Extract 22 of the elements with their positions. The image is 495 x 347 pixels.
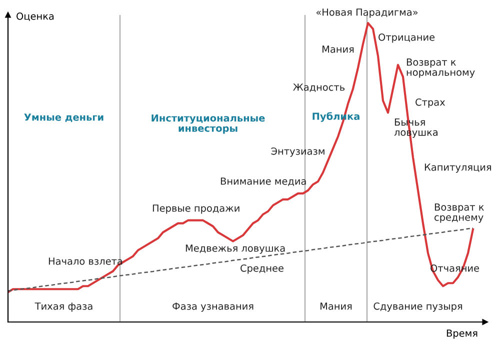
y-axis-title: Оценка (16, 12, 54, 22)
annotation: Внимание медиа (220, 178, 306, 186)
annotation: Сдувание пузыря (374, 302, 462, 312)
annotation: Возврат к среднему (434, 204, 484, 223)
annotation: Тихая фаза (34, 302, 92, 312)
annotation: Медвежья ловушка (186, 244, 285, 254)
text: «Новая Парадигма» (316, 8, 418, 18)
annotation: Возврат к нормальному (406, 58, 475, 78)
annotation: Среднее (240, 264, 284, 274)
annotation: Жадность (293, 84, 345, 92)
annotation: Энтузиазм (271, 147, 324, 157)
annotation: Отрицание (378, 33, 435, 43)
annotation: Начало взлета (48, 258, 122, 265)
annotation: Умные деньги (24, 114, 104, 122)
annotation: Капитуляция (424, 164, 491, 173)
annotation: Фаза узнавания (172, 302, 254, 312)
annotation: Институциональные инвесторы (152, 114, 265, 134)
annotation: Мания (322, 46, 354, 53)
annotation: Страх (416, 98, 446, 108)
x-axis-title: Время (446, 330, 478, 339)
annotation: Мания (320, 302, 352, 310)
annotation: Первые продажи (152, 204, 240, 214)
